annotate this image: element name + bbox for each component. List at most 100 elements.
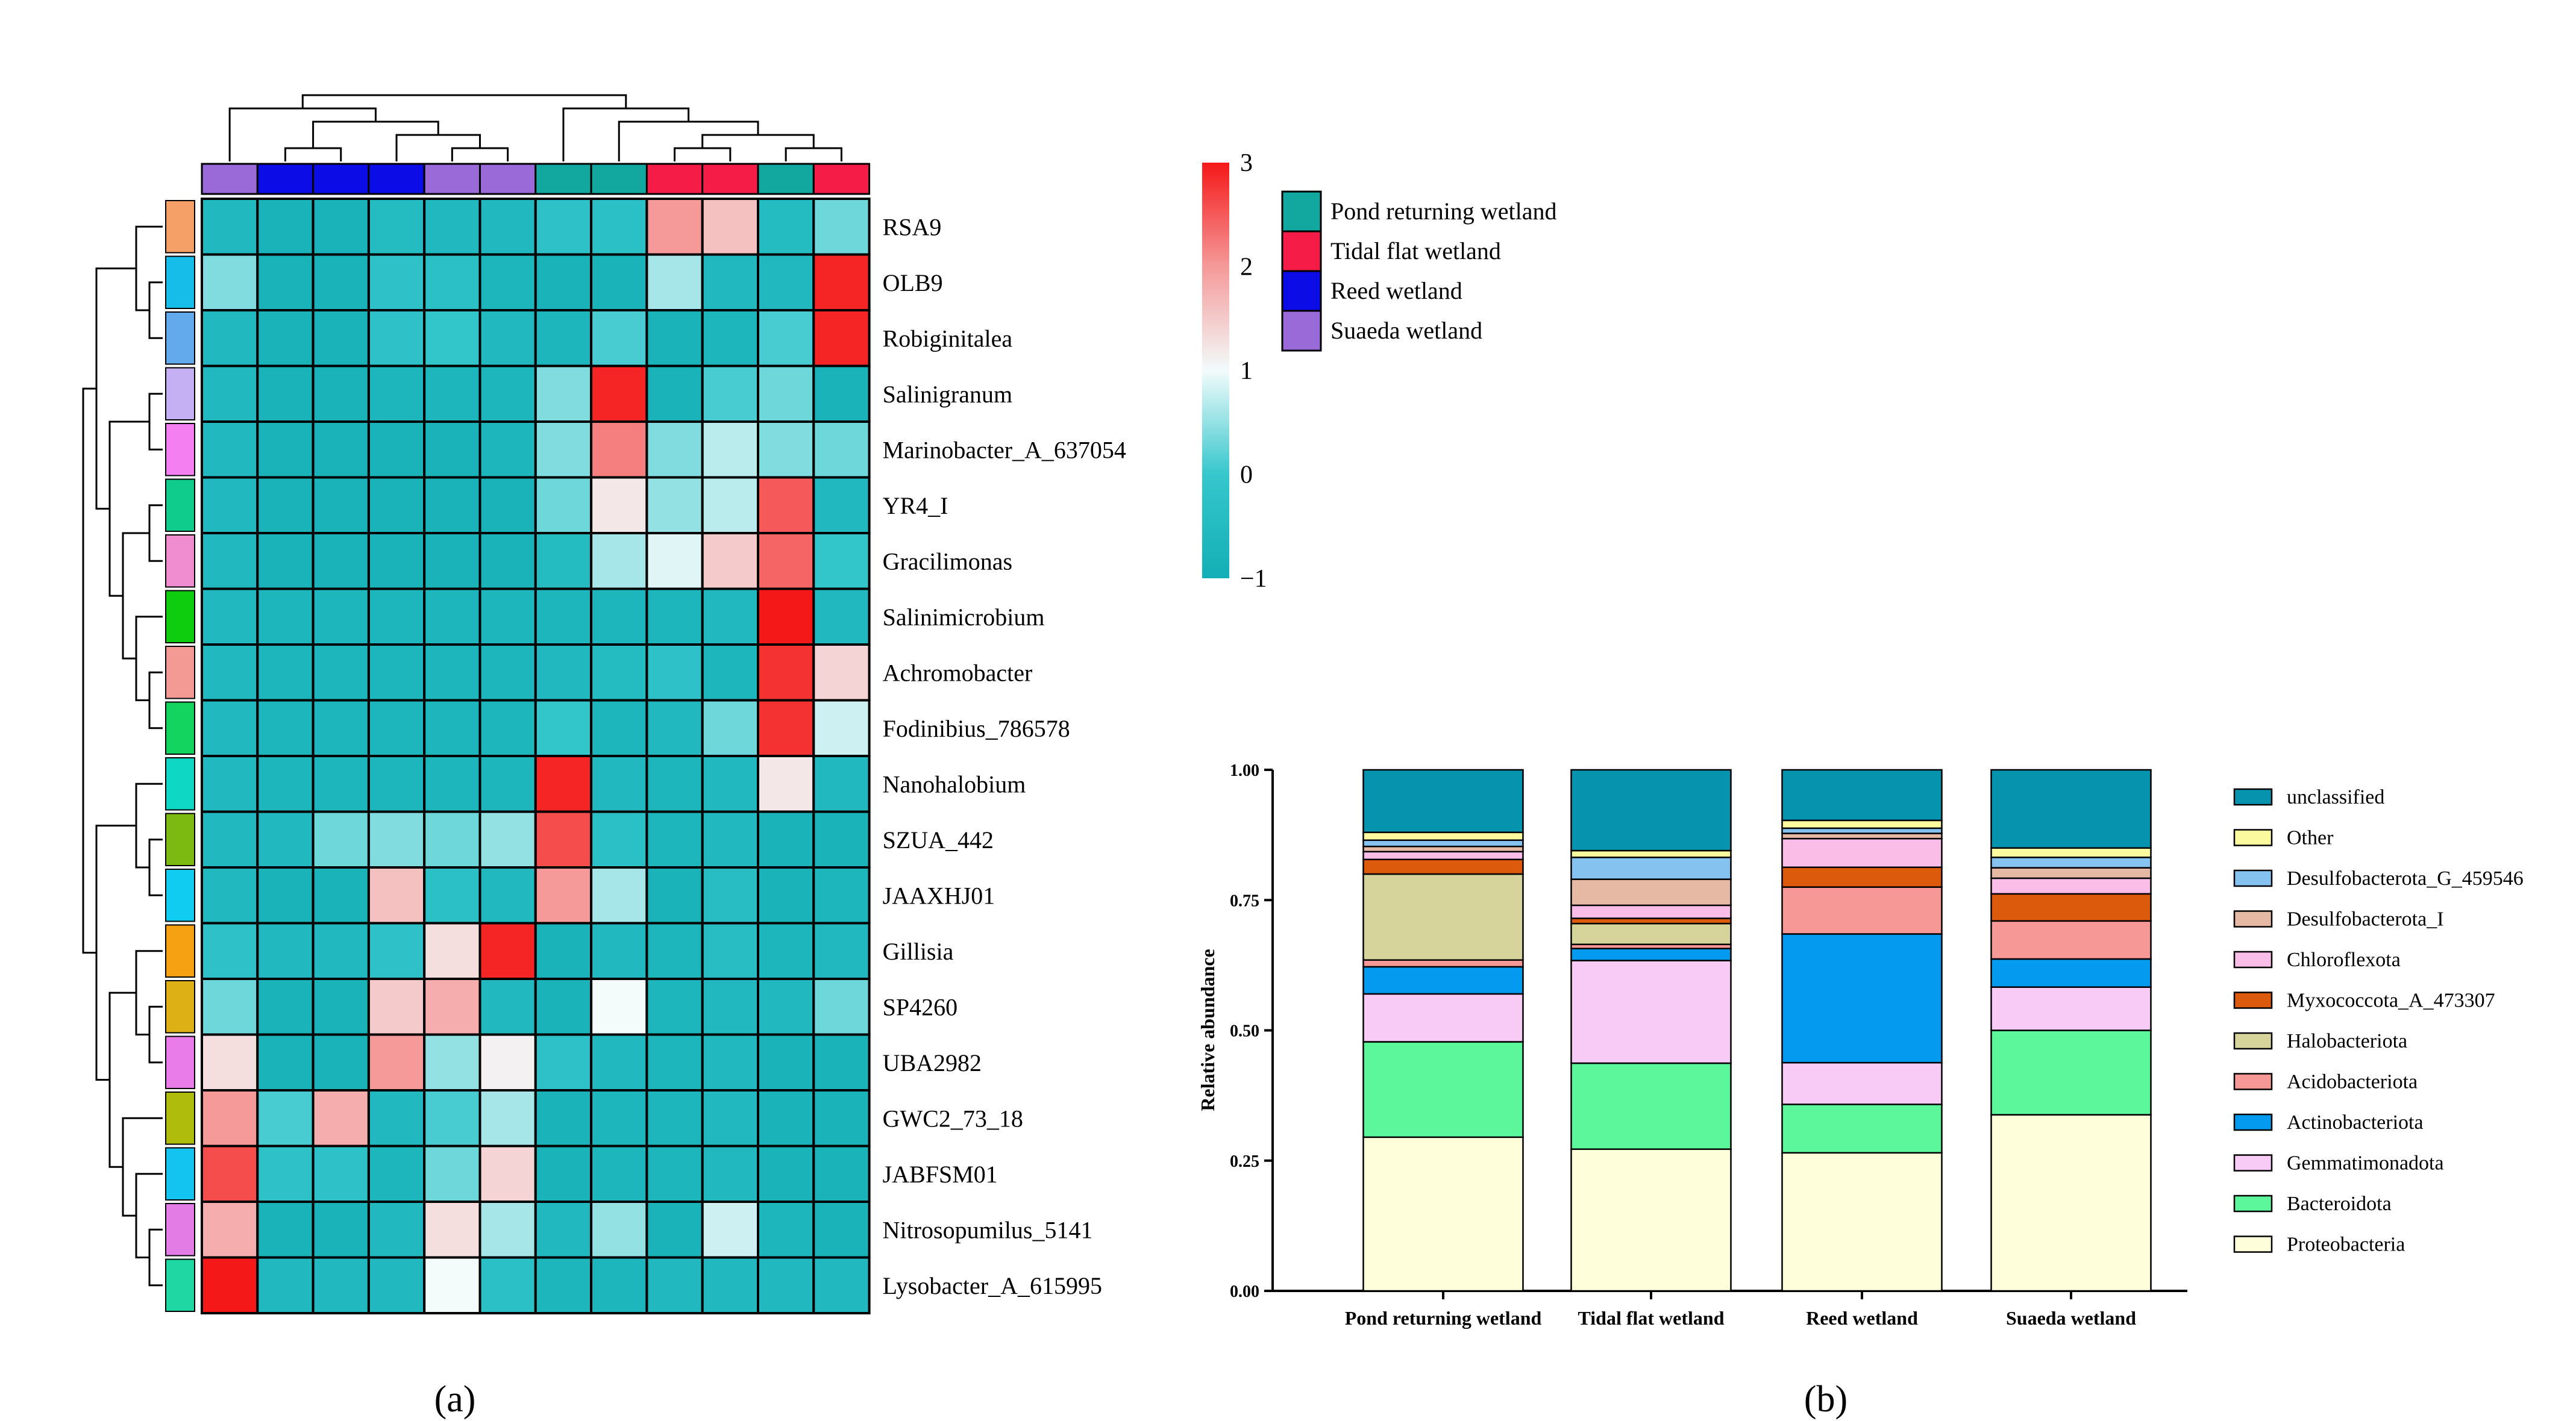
heatmap-cell [590, 587, 648, 646]
heatmap-cell [534, 1256, 593, 1314]
row-color-swatch [165, 478, 195, 532]
heatmap-cell [645, 476, 704, 534]
heatmap-cell [701, 587, 759, 646]
heatmap-cell [312, 532, 370, 590]
column-group-swatch [312, 163, 370, 195]
heatmap-cell [812, 1089, 871, 1148]
row-label: JABFSM01 [883, 1161, 998, 1188]
heatmap-cell [701, 755, 759, 813]
bar-segment [1990, 958, 2152, 988]
bar-legend-swatch [2233, 951, 2273, 969]
heatmap-cell [478, 1033, 537, 1092]
column-dendrogram-branch [618, 120, 759, 161]
heatmap-cell [367, 1145, 426, 1203]
heatmap-cell [701, 532, 759, 590]
colorbar-ramp [1202, 163, 1229, 578]
bar-segment [1570, 948, 1732, 961]
y-tick-label: 0.25 [1230, 1152, 1259, 1171]
bar-legend-label: Actinobacteriota [2287, 1111, 2424, 1134]
heatmap-cell [312, 309, 370, 367]
bar-segment [1781, 886, 1943, 935]
bar-legend-label: Other [2287, 827, 2334, 849]
y-axis-title: Relative abundance [1197, 949, 1218, 1111]
heatmap-cell [812, 699, 871, 757]
heatmap-cell [534, 532, 593, 590]
row-label: OLB9 [883, 269, 943, 296]
heatmap-cell [423, 699, 481, 757]
bar-segment [1570, 922, 1732, 946]
heatmap-cell [256, 1033, 315, 1092]
heatmap-cell [757, 810, 815, 869]
heatmap-cell [256, 810, 315, 869]
bar-segment [1362, 858, 1524, 875]
row-label: RSA9 [883, 213, 942, 240]
heatmap-cell [367, 755, 426, 813]
heatmap-cell [367, 699, 426, 757]
heatmap-cell [645, 755, 704, 813]
heatmap-cell [534, 198, 593, 256]
heatmap-cell [590, 699, 648, 757]
row-color-swatch [165, 590, 195, 643]
bar-legend-swatch [2233, 910, 2273, 928]
bar-legend-label: unclassified [2287, 786, 2384, 808]
heatmap-cell [757, 364, 815, 423]
row-color-swatch [165, 924, 195, 978]
x-tick-label: Pond returning wetland [1345, 1307, 1542, 1329]
heatmap-cell [590, 810, 648, 869]
bar-segment [1781, 933, 1943, 1064]
heatmap-cell [423, 532, 481, 590]
bar-segment [1990, 769, 2152, 849]
heatmap-cell [201, 1033, 259, 1092]
heatmap-cell [645, 866, 704, 925]
row-color-swatch [165, 423, 195, 476]
row-color-bar [165, 200, 195, 1312]
bar-legend-label: Myxococcota_A_473307 [2287, 990, 2495, 1012]
heatmap-cell [645, 978, 704, 1036]
heatmap-cell [645, 587, 704, 646]
heatmap-cell [312, 476, 370, 534]
heatmap-cell [312, 699, 370, 757]
column-dendrogram-branch [701, 134, 815, 148]
heatmap-cell [534, 699, 593, 757]
row-label: Fodinibius_786578 [883, 715, 1070, 742]
heatmap-cell [534, 1033, 593, 1092]
heatmap-cell [367, 1256, 426, 1314]
column-group-swatch [368, 163, 425, 195]
heatmap-cell [757, 1145, 815, 1203]
heatmap-cell [478, 866, 537, 925]
heatmap-cell [367, 587, 426, 646]
bar-segment [1990, 857, 2152, 869]
heatmap-cell [812, 978, 871, 1036]
heatmap-cell [534, 755, 593, 813]
heatmap-cell [757, 532, 815, 590]
heatmap-cell [478, 1145, 537, 1203]
heatmap-cell [812, 810, 871, 869]
heatmap-cell [645, 420, 704, 479]
heatmap-cell [757, 922, 815, 980]
heatmap-cell [701, 198, 759, 256]
heatmap-cell [256, 866, 315, 925]
heatmap-cell [423, 476, 481, 534]
heatmap-cell [256, 420, 315, 479]
heatmap-cell [312, 1089, 370, 1148]
bar-legend-swatch [2233, 992, 2273, 1009]
bar-legend-swatch [2233, 788, 2273, 806]
heatmap-cell [812, 1033, 871, 1092]
heatmap-cell [812, 253, 871, 311]
row-dendrogram-branch [82, 387, 96, 954]
bar-segment [1990, 920, 2152, 960]
heatmap-cell [757, 699, 815, 757]
bar-legend-label: Gemmatimonadota [2287, 1152, 2444, 1175]
row-label: Salinimicrobium [883, 604, 1045, 631]
heatmap-cell [757, 587, 815, 646]
heatmap-cell [256, 1201, 315, 1259]
row-color-swatch [165, 869, 195, 922]
row-color-swatch [165, 646, 195, 699]
y-tick-label: 0.00 [1230, 1282, 1259, 1301]
heatmap-cell [367, 810, 426, 869]
row-label: Salinigranum [883, 381, 1013, 408]
row-label: UBA2982 [883, 1049, 982, 1076]
row-label: Lysobacter_A_615995 [883, 1272, 1102, 1299]
heatmap-panel: RSA9 OLB9 Robiginitalea Salinigranum Marinob… [82, 94, 1557, 1314]
